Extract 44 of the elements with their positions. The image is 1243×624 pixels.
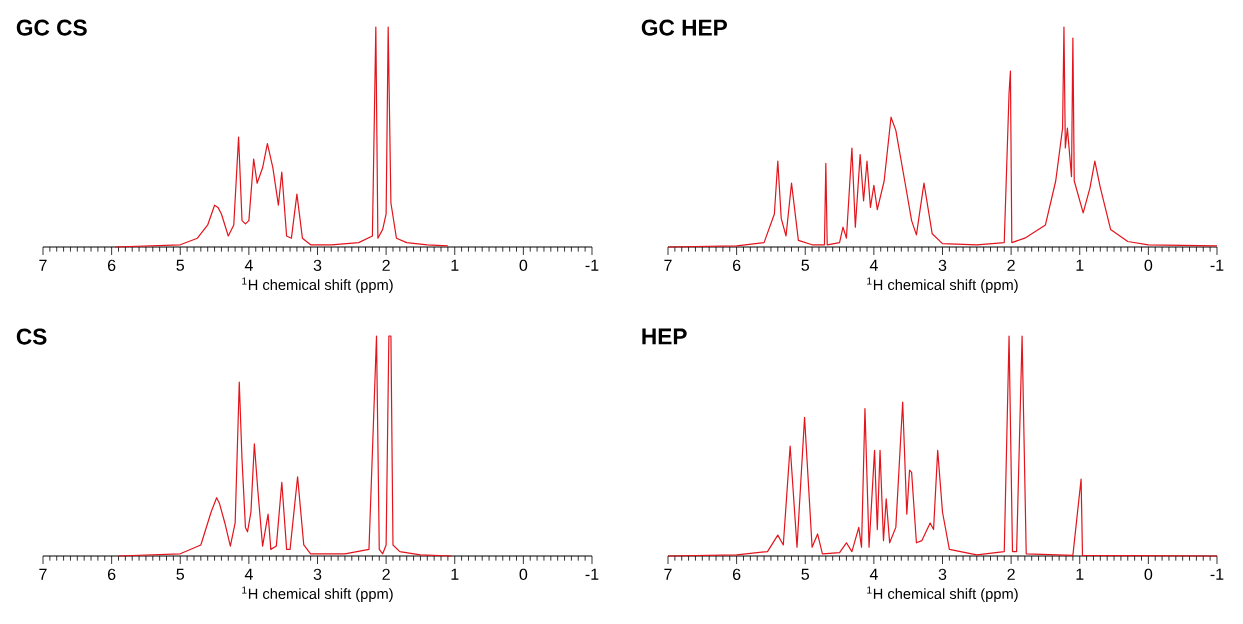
x-tick-label: 4 — [869, 259, 878, 271]
x-tick-label: 0 — [519, 568, 528, 581]
chart-title: GC HEP — [641, 19, 727, 36]
chart-title: CS — [16, 328, 47, 345]
x-tick-label: 1 — [451, 568, 459, 580]
x-tick-label: 2 — [1007, 568, 1015, 580]
x-tick-label: 5 — [176, 568, 185, 580]
x-axis-title: $^{1}$H chemical shift (ppm) — [867, 277, 1018, 293]
x-tick-label: 6 — [732, 259, 741, 272]
chart-title: HEP — [642, 328, 687, 345]
x-tick-label: 0 — [519, 259, 528, 272]
x-tick-label: -1 — [585, 259, 599, 271]
x-tick-label: 4 — [244, 259, 253, 271]
x-tick-label: 6 — [107, 259, 116, 272]
x-tick-label: -1 — [585, 568, 599, 580]
x-tick-label: 4 — [244, 568, 253, 580]
x-axis-title: $^{1}$H chemical shift (ppm) — [242, 277, 393, 293]
x-axis-title: $^{1}$H chemical shift (ppm) — [242, 586, 393, 602]
x-tick-label: 7 — [664, 568, 672, 580]
x-tick-label: 1 — [1076, 568, 1084, 580]
x-tick-label: 6 — [107, 568, 116, 581]
x-tick-label: -1 — [1210, 259, 1224, 271]
x-tick-label: 0 — [1144, 568, 1153, 581]
x-tick-label: 6 — [732, 568, 741, 581]
x-tick-label: 5 — [801, 568, 810, 580]
x-tick-label: 1 — [1076, 259, 1084, 271]
x-tick-label: 3 — [938, 568, 947, 581]
x-tick-label: 2 — [382, 568, 390, 580]
x-tick-label: 2 — [382, 259, 390, 271]
x-tick-label: 2 — [1007, 259, 1015, 271]
x-tick-label: -1 — [1210, 568, 1224, 580]
x-tick-label: 5 — [176, 259, 185, 271]
x-tick-label: 3 — [313, 259, 322, 272]
x-tick-label: 7 — [664, 259, 672, 271]
x-tick-label: 5 — [801, 259, 810, 271]
x-tick-label: 4 — [869, 568, 878, 580]
x-tick-label: 1 — [451, 259, 459, 271]
x-tick-label: 0 — [1144, 259, 1153, 272]
x-tick-label: 3 — [938, 259, 947, 272]
chart-title: GC CS — [16, 19, 87, 36]
x-axis-title: $^{1}$H chemical shift (ppm) — [867, 586, 1018, 602]
x-tick-label: 7 — [39, 259, 47, 271]
x-tick-label: 3 — [313, 568, 322, 581]
x-tick-label: 7 — [39, 568, 47, 580]
